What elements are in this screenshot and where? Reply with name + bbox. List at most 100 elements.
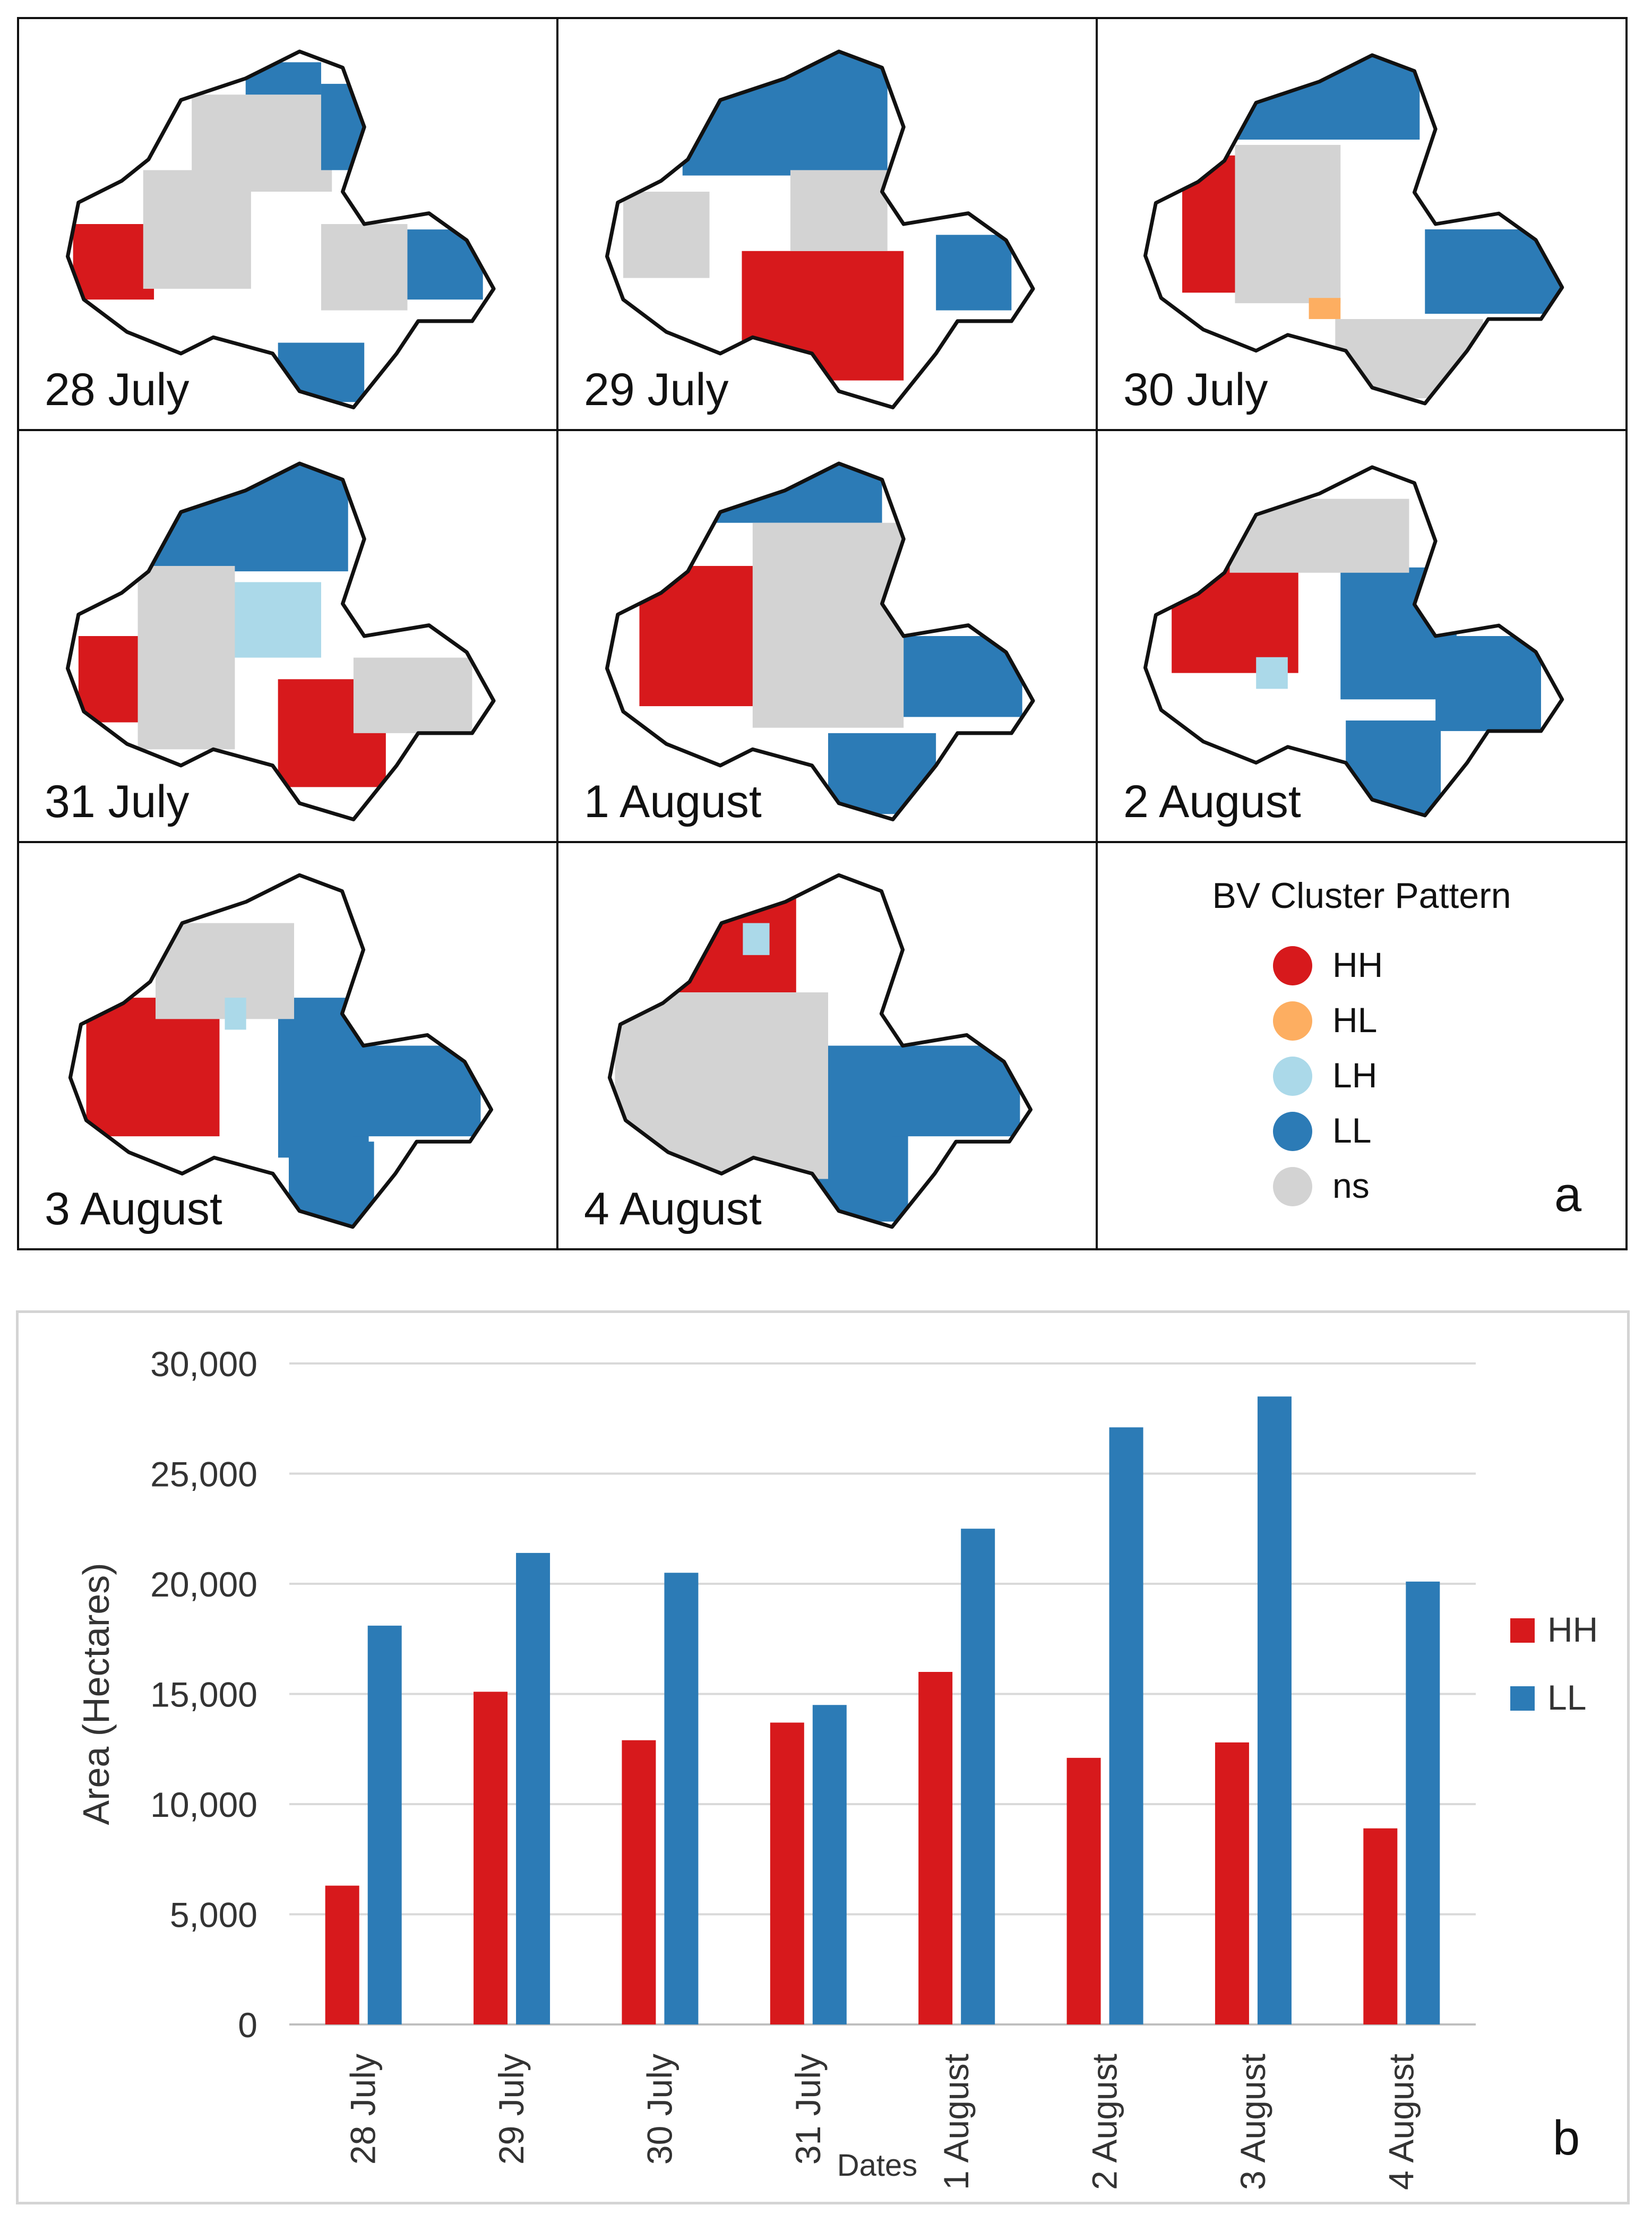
bar-ll-31-july (812, 1705, 847, 2024)
cluster-zone-ll (687, 463, 882, 523)
map-grid-panel: 28 July 29 July 30 July 31 July 1 August… (17, 17, 1628, 1250)
legend-label: HL (1332, 1000, 1378, 1040)
fire-perimeter-outline (65, 461, 496, 821)
bar-hh-29-july (474, 1692, 508, 2024)
x-tick-label: 2 August (1085, 2054, 1124, 2190)
bar-hh-3-august (1215, 1742, 1249, 2024)
cluster-map (68, 873, 494, 1229)
cluster-zone-ll (321, 83, 365, 170)
y-axis-title: Area (Hectares) (75, 1563, 117, 1825)
x-tick-label: 4 August (1381, 2054, 1421, 2190)
cluster-map (1143, 53, 1564, 406)
legend-swatch (1273, 1057, 1312, 1096)
cluster-zone-lh (225, 998, 246, 1030)
panel-letter-a: a (1554, 1168, 1582, 1222)
legend-label-ll: LL (1547, 1678, 1586, 1717)
bar-hh-30-july (622, 1740, 656, 2024)
cluster-zone-ll (882, 636, 1022, 717)
cluster-zone-ns (1235, 144, 1341, 304)
cluster-zone-hh (73, 224, 154, 300)
cluster-zone-hh (678, 875, 796, 993)
bar-chart-panel: 0 5,000 10,000 15,000 20,000 25,000 30,000 28 J… (16, 1310, 1630, 2204)
bar-hh-28-july (325, 1885, 359, 2024)
cluster-zone-ns (137, 565, 235, 750)
cluster-zone-ns (143, 170, 251, 289)
legend-label: ns (1332, 1166, 1370, 1205)
cluster-map (607, 873, 1033, 1229)
legend-label: HH (1332, 945, 1383, 984)
fire-perimeter-outline (68, 873, 494, 1229)
cluster-zone-ll (1346, 720, 1441, 816)
cluster-map (605, 49, 1035, 409)
map-date-label: 29 July (579, 365, 734, 415)
y-tick-label: 30,000 (150, 1344, 257, 1384)
cluster-zone-ll (278, 342, 365, 402)
cluster-zone-ns (321, 224, 408, 311)
legend-swatch (1273, 946, 1312, 985)
cluster-zone-ll (828, 733, 936, 814)
x-tick-label: 28 July (343, 2054, 383, 2165)
cluster-zone-ns (790, 170, 888, 251)
map-date-label: 30 July (1118, 365, 1274, 415)
grid-divider (19, 429, 1625, 431)
cluster-zone-ns (353, 657, 472, 733)
map-date-label: 28 July (39, 365, 195, 415)
bar-hh-1-august (918, 1672, 953, 2024)
bar-ll-4-august (1406, 1581, 1440, 2024)
cluster-zone-ll (1435, 636, 1541, 731)
fire-perimeter-outline (65, 49, 496, 409)
cluster-map (65, 49, 496, 409)
legend-swatch (1273, 1001, 1312, 1041)
map-cell-29-july: 29 July (558, 19, 1098, 429)
fire-perimeter-outline (1143, 465, 1564, 818)
cluster-zone-hh (742, 251, 904, 381)
fire-perimeter-outline (605, 49, 1035, 409)
cluster-zone-ns (752, 522, 904, 728)
legend-swatch-ll (1510, 1686, 1535, 1711)
cluster-map (65, 461, 496, 821)
cluster-zone-ns (1229, 499, 1409, 573)
x-tick-label: 31 July (788, 2054, 828, 2165)
legend-label: LH (1332, 1055, 1378, 1095)
x-tick-label: 1 August (936, 2054, 976, 2190)
map-cell-1-august: 1 August (558, 431, 1098, 841)
map-date-label: 4 August (579, 1184, 767, 1234)
map-date-label: 31 July (39, 777, 195, 827)
cluster-zone-lh (743, 923, 770, 955)
cluster-zone-ll (143, 463, 348, 572)
fire-perimeter-outline (607, 873, 1033, 1229)
map-cell-3-august: 3 August (19, 843, 558, 1248)
bar-hh-4-august (1363, 1828, 1398, 2024)
cluster-map (1143, 465, 1564, 818)
bar-chart: 0 5,000 10,000 15,000 20,000 25,000 30,000 28 J… (75, 1344, 1598, 2190)
cluster-zone-ll (1425, 229, 1562, 314)
panel-letter-b: b (1553, 2111, 1580, 2165)
bar-hh-2-august (1066, 1757, 1101, 2024)
cluster-zone-ll (936, 235, 1012, 311)
cluster-zone-ll (352, 1045, 481, 1137)
grid-divider (556, 19, 558, 1248)
cluster-zone-ll (397, 229, 483, 300)
map-date-label: 3 August (39, 1184, 228, 1234)
legend-title: BV Cluster Pattern (1212, 876, 1511, 916)
cluster-zone-ll (1219, 55, 1420, 140)
map-cell-4-august: 4 August (558, 843, 1098, 1248)
y-tick-label: 10,000 (150, 1785, 257, 1824)
y-tick-label: 5,000 (170, 1895, 257, 1935)
x-tick-label: 30 July (640, 2054, 679, 2165)
bar-ll-30-july (664, 1573, 699, 2024)
legend-swatch-hh (1510, 1618, 1535, 1643)
cluster-zone-ns (623, 192, 710, 278)
cluster-zone-hh (139, 886, 193, 918)
bar-ll-29-july (516, 1552, 550, 2024)
fire-perimeter-outline (605, 461, 1035, 821)
cluster-zone-ll (892, 1045, 1020, 1137)
map-date-label: 2 August (1118, 777, 1306, 827)
bar-ll-28-july (367, 1625, 402, 2024)
cluster-map (605, 461, 1035, 821)
map-cell-2-august: 2 August (1098, 431, 1625, 841)
grid-divider (1096, 19, 1098, 1248)
cluster-zone-lh (1256, 657, 1288, 689)
y-tick-label: 15,000 (150, 1675, 257, 1714)
bar-ll-2-august (1109, 1427, 1143, 2024)
